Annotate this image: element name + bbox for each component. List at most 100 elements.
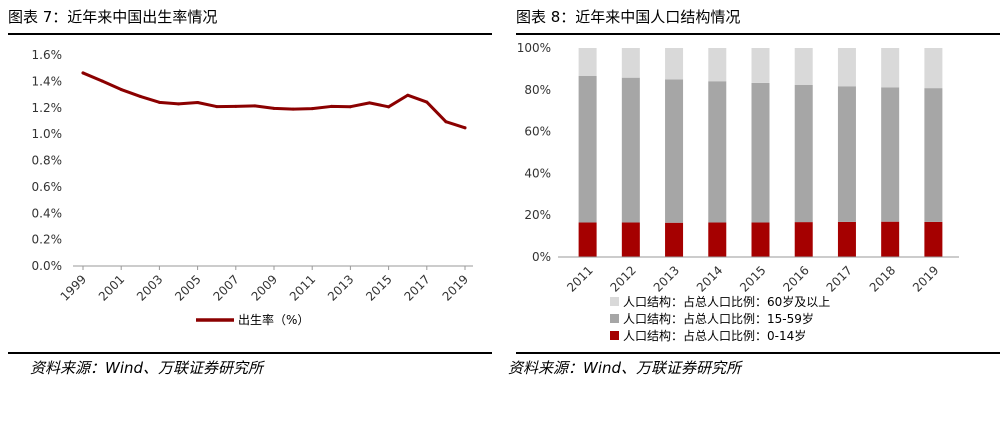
figure-7-panel: 图表 7：近年来中国出生率情况 0.0% 0.2% 0.4% 0.6% 0.8% 1.0%…: [0, 0, 500, 377]
x-tick-label: 2011: [287, 272, 318, 303]
y-tick-label: 1.2%: [32, 101, 63, 115]
bar-segment-age-15-59: [578, 76, 597, 223]
data-point: [234, 104, 238, 108]
bar-segment-age-60-plus: [751, 48, 770, 83]
y-tick-label: 1.0%: [32, 127, 63, 141]
bar-segment-age-0-14: [924, 221, 943, 257]
x-tick-label: 2012: [607, 263, 638, 294]
x-tick-label: 2018: [867, 263, 898, 294]
data-point: [387, 105, 391, 109]
data-point: [100, 79, 104, 83]
x-tick-label: 2003: [134, 272, 165, 303]
x-tick-label: 2014: [694, 263, 725, 294]
data-point: [253, 104, 257, 108]
y-tick-label: 80%: [524, 83, 551, 97]
data-point: [272, 106, 276, 110]
x-tick-label: 2005: [172, 272, 203, 303]
legend-swatch-age-60-plus: [610, 297, 619, 306]
bar-segment-age-60-plus: [924, 48, 943, 89]
figure-8-panel: 图表 8：近年来中国人口结构情况 0% 20% 40% 60% 80% 100% 2011 2…: [508, 0, 1008, 377]
data-point: [368, 101, 371, 105]
figure-8-source: 资料来源：Wind、万联证券研究所: [508, 359, 742, 377]
bar-segment-age-60-plus: [621, 48, 640, 78]
data-point: [196, 100, 200, 104]
figure-8-top-rule: [516, 33, 1000, 35]
bar-segment-age-0-14: [708, 222, 727, 257]
data-point: [119, 88, 123, 92]
y-tick-label: 20%: [524, 208, 551, 222]
bar-segment-age-60-plus: [837, 48, 856, 87]
bar-segment-age-15-59: [665, 79, 684, 223]
x-tick-label: 2015: [363, 272, 394, 303]
x-tick-label: 2017: [401, 272, 432, 303]
x-tick-label: 2015: [737, 263, 768, 294]
x-tick-label: 2016: [780, 263, 811, 294]
data-point: [425, 100, 429, 104]
x-tick-label: 2011: [564, 263, 595, 294]
bar-segment-age-15-59: [881, 87, 900, 222]
birth-rate-line-chart: 0.0% 0.2% 0.4% 0.6% 0.8% 1.0% 1.2% 1.4% 1.6% 1999…: [32, 48, 473, 327]
bar-segment-age-60-plus: [881, 48, 900, 88]
bar-segment-age-15-59: [708, 81, 727, 223]
figure-7-source: 资料来源：Wind、万联证券研究所: [30, 359, 264, 377]
data-point: [81, 71, 85, 75]
bar-segment-age-15-59: [924, 88, 943, 222]
bar-segment-age-60-plus: [665, 48, 684, 80]
data-point: [177, 102, 180, 106]
bar-segment-age-0-14: [665, 222, 684, 257]
x-tick-label: 2013: [325, 272, 356, 303]
figure-8-bottom-rule: [516, 352, 1000, 354]
y-tick-label: 0.2%: [32, 233, 63, 247]
bar-segment-age-60-plus: [794, 48, 813, 85]
data-point: [157, 100, 161, 104]
figure-8-title: 图表 8：近年来中国人口结构情况: [516, 8, 741, 26]
bar-segment-age-15-59: [621, 77, 640, 223]
y-tick-label: 0.4%: [32, 206, 63, 220]
bar-segment-age-60-plus: [708, 48, 727, 82]
data-point: [406, 93, 410, 97]
bar-segment-age-15-59: [837, 86, 856, 222]
data-point: [138, 94, 142, 98]
x-tick-label: 2019: [910, 263, 941, 294]
legend-swatch-age-15-59: [610, 314, 619, 323]
legend-swatch-age-0-14: [610, 331, 619, 340]
legend-label-age-60-plus: 人口结构：占总人口比例：60岁及以上: [623, 294, 830, 309]
bar-segment-age-0-14: [621, 222, 640, 257]
bar-segment-age-15-59: [751, 82, 770, 223]
y-tick-label: 1.4%: [32, 74, 63, 88]
data-point: [291, 107, 295, 111]
data-point: [444, 120, 448, 124]
bar-segment-age-0-14: [794, 222, 813, 257]
y-tick-label: 0.0%: [32, 259, 63, 273]
data-point: [310, 107, 314, 111]
x-tick-label: 2001: [96, 272, 127, 303]
y-tick-label: 1.6%: [32, 48, 63, 62]
data-point: [348, 105, 352, 109]
population-structure-bar-chart: 0% 20% 40% 60% 80% 100% 2011 2012 2013 2014 2015 20…: [517, 41, 959, 343]
birth-rate-series-line: [81, 71, 467, 130]
y-tick-label: 0%: [532, 250, 551, 264]
x-tick-label: 2009: [249, 272, 280, 303]
bar-segment-age-0-14: [881, 221, 900, 257]
x-tick-label: 2013: [651, 263, 682, 294]
y-tick-label: 40%: [524, 166, 551, 180]
bar-segment-age-0-14: [751, 222, 770, 257]
y-tick-label: 60%: [524, 125, 551, 139]
bar-segment-age-15-59: [794, 84, 813, 223]
data-point: [215, 105, 219, 109]
x-tick-label: 2017: [824, 263, 855, 294]
y-tick-label: 0.6%: [32, 180, 63, 194]
bar-segment-age-0-14: [578, 222, 597, 257]
y-tick-label: 0.8%: [32, 154, 63, 168]
figure-7-title: 图表 7：近年来中国出生率情况: [8, 8, 218, 26]
legend-label-age-15-59: 人口结构：占总人口比例：15-59岁: [623, 311, 814, 326]
figure-7-bottom-rule: [8, 352, 492, 354]
data-point: [329, 104, 333, 108]
legend-label-age-0-14: 人口结构：占总人口比例：0-14岁: [623, 328, 806, 343]
bar-segment-age-60-plus: [578, 48, 597, 77]
x-tick-label: 2007: [210, 272, 241, 303]
bar-segment-age-0-14: [837, 221, 856, 257]
figure-7-top-rule: [8, 33, 492, 35]
x-tick-label: 1999: [58, 272, 89, 303]
legend-label-birth-rate: 出生率（%）: [238, 312, 309, 327]
